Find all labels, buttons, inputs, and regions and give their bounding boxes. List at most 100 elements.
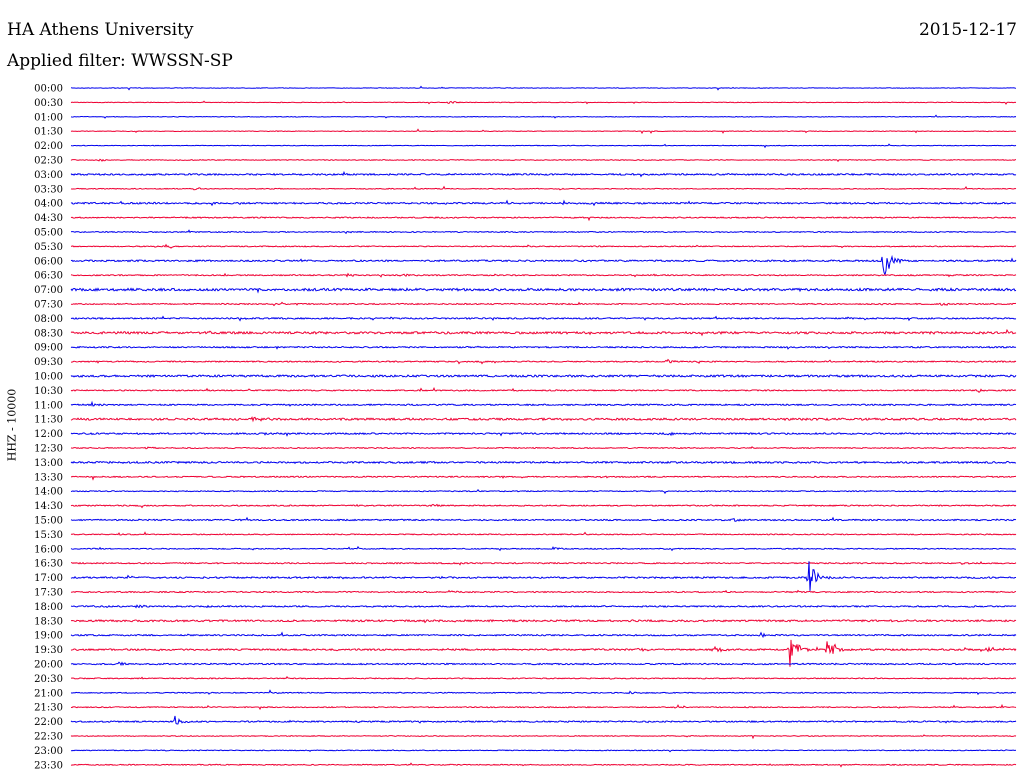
- seismic-trace: [70, 315, 1017, 322]
- seismic-trace: [70, 400, 1017, 407]
- seismic-trace: [70, 374, 1017, 379]
- seismic-trace: [70, 531, 1017, 536]
- time-label: 22:30: [34, 732, 63, 743]
- time-label: 05:00: [34, 228, 63, 239]
- seismic-trace: [70, 158, 1017, 163]
- time-label: 06:00: [34, 256, 63, 267]
- seismic-trace: [70, 185, 1017, 191]
- seismic-trace: [70, 143, 1017, 149]
- time-label: 00:30: [34, 98, 63, 109]
- seismic-trace: [70, 243, 1017, 249]
- time-label: 22:00: [34, 717, 63, 728]
- seismic-trace: [70, 229, 1017, 235]
- time-label: 20:00: [34, 660, 63, 671]
- time-label: 17:00: [34, 573, 63, 584]
- time-label: 14:30: [34, 501, 63, 512]
- seismic-trace: [70, 715, 1017, 725]
- seismic-trace: [70, 561, 1017, 591]
- time-label: 15:30: [34, 530, 63, 541]
- time-label: 23:30: [34, 760, 63, 771]
- time-label: 08:00: [34, 314, 63, 325]
- time-label: 12:30: [34, 444, 63, 455]
- time-label: 07:30: [34, 300, 63, 311]
- seismic-trace: [70, 272, 1017, 278]
- time-label: 03:00: [34, 170, 63, 181]
- seismic-trace: [70, 734, 1017, 740]
- seismic-trace: [70, 703, 1017, 711]
- seismic-trace: [70, 128, 1017, 135]
- seismic-trace: [70, 431, 1017, 437]
- time-label: 13:30: [34, 472, 63, 483]
- seismic-trace: [70, 675, 1017, 680]
- seismic-trace: [70, 749, 1017, 753]
- time-label: 04:30: [34, 213, 63, 224]
- seismic-trace: [70, 488, 1017, 495]
- seismic-trace: [70, 460, 1017, 465]
- time-label: 06:30: [34, 271, 63, 282]
- time-label: 01:30: [34, 127, 63, 138]
- seismic-trace: [70, 114, 1017, 119]
- time-label: 15:00: [34, 516, 63, 527]
- seismic-trace: [70, 689, 1017, 696]
- date-label: 2015-12-17: [918, 20, 1017, 40]
- seismic-trace: [70, 561, 1017, 566]
- seismic-trace: [70, 631, 1017, 639]
- time-label: 20:30: [34, 674, 63, 685]
- time-label: 10:00: [34, 372, 63, 383]
- seismic-trace: [70, 170, 1017, 178]
- seismic-trace: [70, 345, 1017, 350]
- seismic-trace: [70, 475, 1017, 481]
- time-label: 17:30: [34, 588, 63, 599]
- time-label: 11:00: [34, 400, 63, 411]
- time-label: 03:30: [34, 184, 63, 195]
- time-label: 10:30: [34, 386, 63, 397]
- seismic-trace: [70, 301, 1017, 307]
- time-label: 13:00: [34, 458, 63, 469]
- time-label: 19:00: [34, 631, 63, 642]
- time-label: 07:00: [34, 285, 63, 296]
- time-label: 23:00: [34, 746, 63, 757]
- seismic-trace: [70, 618, 1017, 624]
- time-label: 02:30: [34, 156, 63, 167]
- seismic-trace: [70, 287, 1017, 294]
- seismic-trace: [70, 446, 1017, 450]
- time-label: 21:00: [34, 688, 63, 699]
- seismic-trace: [70, 762, 1017, 768]
- seismic-trace: [70, 545, 1017, 552]
- time-label: 11:30: [34, 415, 63, 426]
- time-label: 09:00: [34, 343, 63, 354]
- seismic-trace: [70, 199, 1017, 207]
- seismic-trace: [70, 386, 1017, 393]
- time-label: 02:00: [34, 141, 63, 152]
- time-label: 01:00: [34, 112, 63, 123]
- time-label: 12:00: [34, 429, 63, 440]
- seismic-trace: [70, 328, 1017, 337]
- seismic-trace: [70, 503, 1017, 509]
- time-label: 21:30: [34, 703, 63, 714]
- seismic-trace: [70, 516, 1017, 522]
- seismic-trace: [70, 254, 1017, 277]
- seismic-trace: [70, 589, 1017, 594]
- time-label: 16:30: [34, 559, 63, 570]
- filter-label: Applied filter: WWSSN-SP: [7, 51, 233, 71]
- seismic-trace: [70, 639, 1017, 667]
- time-label: 18:00: [34, 602, 63, 613]
- seismic-trace: [70, 100, 1017, 105]
- time-label: 14:00: [34, 487, 63, 498]
- seismic-trace: [70, 216, 1017, 222]
- time-label: 19:30: [34, 645, 63, 656]
- seismic-trace: [70, 358, 1017, 365]
- time-label: 00:00: [34, 84, 63, 95]
- seismic-trace: [70, 416, 1017, 423]
- seismic-trace: [70, 604, 1017, 609]
- time-label: 09:30: [34, 357, 63, 368]
- time-label: 04:00: [34, 199, 63, 210]
- seismic-trace: [70, 661, 1017, 666]
- time-label: 08:30: [34, 328, 63, 339]
- time-label: 18:30: [34, 616, 63, 627]
- station-title: HA Athens University: [7, 20, 194, 40]
- seismic-trace: [70, 85, 1017, 91]
- time-label: 05:30: [34, 242, 63, 253]
- time-label: 16:00: [34, 544, 63, 555]
